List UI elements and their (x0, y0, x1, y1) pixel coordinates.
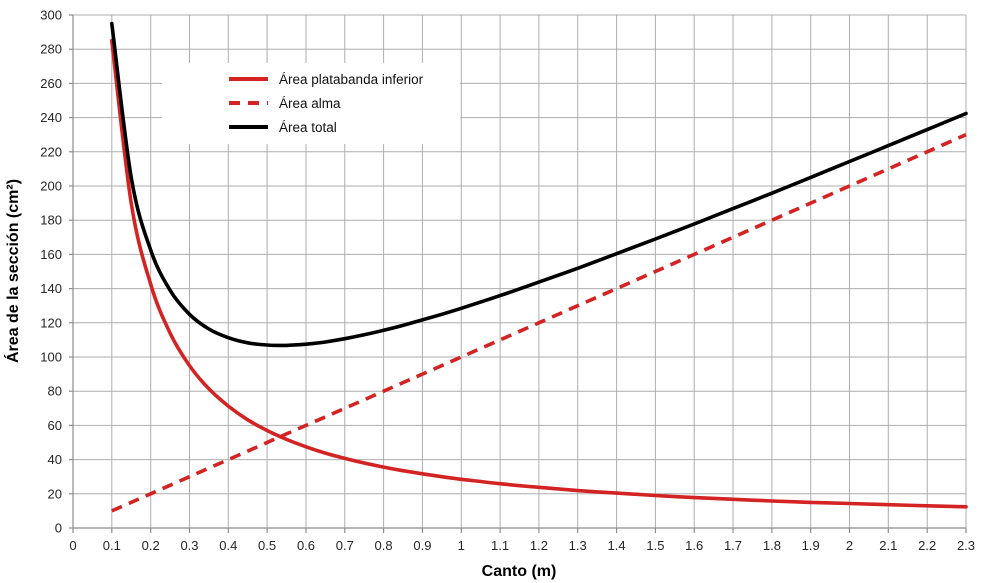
x-tick-label: 1.3 (569, 538, 587, 553)
data-series (110, 21, 968, 513)
axes (69, 14, 967, 533)
x-tick-label: 1.7 (724, 538, 742, 553)
y-tick-label: 200 (40, 179, 62, 194)
legend-label: Área alma (279, 95, 341, 111)
y-tick-label: 260 (40, 76, 62, 91)
y-tick-label: 120 (40, 315, 62, 330)
y-tick-label: 180 (40, 213, 62, 228)
legend-solid-black-line-sample (229, 125, 268, 129)
x-tick-label: 0.7 (336, 538, 354, 553)
y-tick-label: 240 (40, 110, 62, 125)
x-tick-label: 1.1 (491, 538, 509, 553)
x-tick-label: 1.5 (646, 538, 664, 553)
x-tick-label: 0.6 (297, 538, 315, 553)
series-line-2 (110, 21, 968, 348)
y-tick-label: 80 (48, 384, 62, 399)
tick-labels: 0 0.1 0.2 0.3 0.4 0.5 0.6 0.7 0.8 0.9 1 1.1 1.2 1.3 1.… (40, 8, 975, 554)
y-tick-label: 60 (48, 418, 62, 433)
x-tick-label: 1.4 (608, 538, 626, 553)
y-tick-label: 160 (40, 247, 62, 262)
x-tick-label: 0.4 (219, 538, 237, 553)
x-tick-label: 2.1 (879, 538, 897, 553)
legend: Área platabanda inferior Área alma Área … (162, 63, 460, 144)
legend-item-alma: Área alma (162, 91, 460, 115)
y-tick-label: 20 (48, 486, 62, 501)
legend-label: Área platabanda inferior (279, 71, 424, 87)
x-tick-label: 1 (458, 538, 465, 553)
y-tick-label: 140 (40, 281, 62, 296)
x-tick-label: 1.9 (802, 538, 820, 553)
y-tick-label: 100 (40, 350, 62, 365)
x-tick-label: 2.2 (918, 538, 936, 553)
y-tick-label: 280 (40, 42, 62, 57)
gridlines (72, 14, 967, 529)
x-tick-label: 0.5 (258, 538, 276, 553)
x-axis-title: Canto (m) (482, 563, 557, 580)
y-tick-label: 40 (48, 452, 62, 467)
x-tick-label: 2 (846, 538, 853, 553)
x-tick-label: 0.2 (142, 538, 160, 553)
y-tick-label: 220 (40, 144, 62, 159)
y-axis-title: Área de la sección (cm²) (3, 179, 22, 363)
legend-solid-red-line-sample (229, 77, 268, 81)
legend-dashed-red-line-sample (229, 101, 268, 105)
x-tick-label: 0 (69, 538, 76, 553)
legend-item-platabanda-inferior: Área platabanda inferior (162, 67, 460, 91)
x-tick-label: 0.1 (103, 538, 121, 553)
x-tick-label: 0.9 (413, 538, 431, 553)
x-tick-label: 2.3 (957, 538, 975, 553)
x-tick-label: 1.6 (685, 538, 703, 553)
series-line-0 (110, 38, 968, 509)
x-tick-label: 1.8 (763, 538, 781, 553)
legend-item-total: Área total (162, 115, 460, 139)
x-tick-label: 0.8 (375, 538, 393, 553)
x-tick-label: 0.3 (180, 538, 198, 553)
y-tick-label: 0 (55, 521, 62, 536)
x-tick-label: 1.2 (530, 538, 548, 553)
y-tick-label: 300 (40, 8, 62, 23)
legend-label: Área total (279, 119, 337, 135)
